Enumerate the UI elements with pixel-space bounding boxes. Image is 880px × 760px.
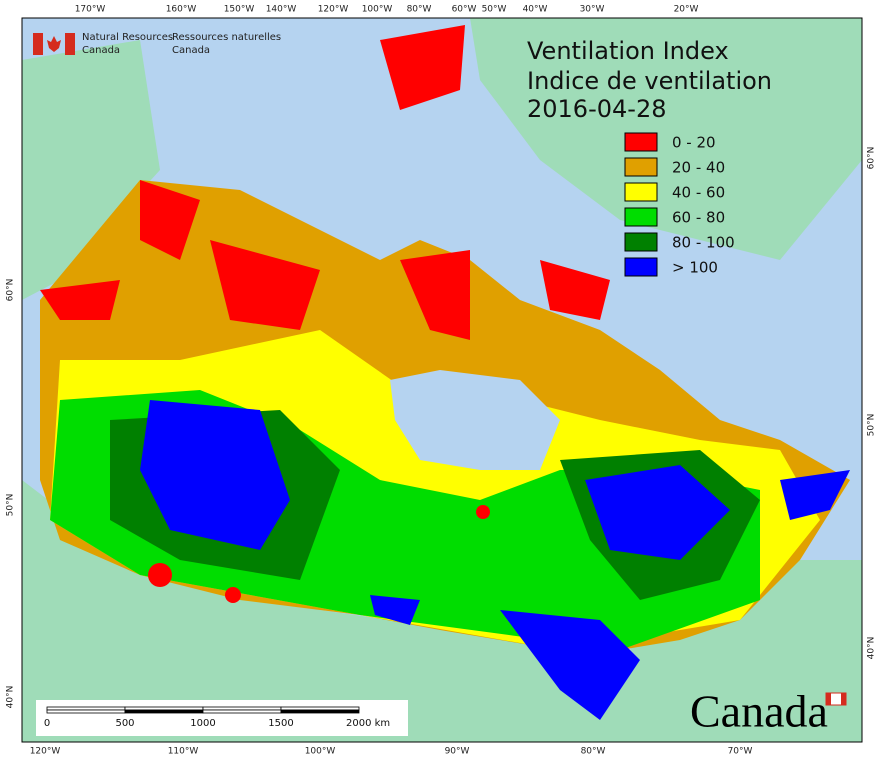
scale-label: 1500 bbox=[268, 718, 293, 729]
graticule-label: 50°W bbox=[482, 5, 507, 15]
legend-swatch bbox=[624, 232, 658, 252]
subtitle: Indice de ventilation bbox=[527, 67, 772, 95]
scale-segment bbox=[46, 709, 126, 714]
scale-segment bbox=[280, 709, 360, 714]
legend-label: > 100 bbox=[672, 259, 718, 277]
graticule-label: 160°W bbox=[166, 5, 197, 15]
graticule-label: 40°N bbox=[6, 686, 16, 709]
graticule-label: 70°W bbox=[728, 747, 753, 757]
graticule-label: 100°W bbox=[305, 747, 336, 757]
scale-segment bbox=[202, 706, 282, 711]
date: 2016-04-28 bbox=[527, 95, 666, 123]
scale-segment bbox=[124, 706, 204, 711]
scale-segment bbox=[46, 706, 126, 711]
graticule-label: 40°N bbox=[867, 637, 877, 660]
logo-en: Natural Resources bbox=[82, 32, 173, 43]
graticule-label: 120°W bbox=[318, 5, 349, 15]
scale-label: 2000 km bbox=[346, 718, 390, 729]
legend-swatch bbox=[624, 182, 658, 202]
land bbox=[22, 18, 862, 742]
graticule-label: 80°W bbox=[581, 747, 606, 757]
scale-label: 1000 bbox=[190, 718, 215, 729]
logo-fr: Canada bbox=[172, 45, 210, 56]
scale-segment bbox=[124, 709, 204, 714]
wordmark-flag bbox=[825, 692, 847, 706]
graticule-label: 20°W bbox=[674, 5, 699, 15]
scale-background bbox=[36, 700, 408, 736]
graticule-label: 110°W bbox=[168, 747, 199, 757]
scale-label: 0 bbox=[44, 718, 50, 729]
graticule-label: 60°N bbox=[867, 147, 877, 170]
graticule-label: 30°W bbox=[580, 5, 605, 15]
graticule-label: 60°N bbox=[6, 279, 16, 302]
graticule-label: 140°W bbox=[266, 5, 297, 15]
legend-swatch bbox=[624, 132, 658, 152]
title: Ventilation Index bbox=[527, 37, 729, 65]
legend-swatch bbox=[624, 207, 658, 227]
legend-label: 20 - 40 bbox=[672, 159, 725, 177]
scale-label: 500 bbox=[115, 718, 134, 729]
legend-label: 40 - 60 bbox=[672, 184, 725, 202]
legend-label: 60 - 80 bbox=[672, 209, 725, 227]
graticule-label: 150°W bbox=[224, 5, 255, 15]
logo-fr: Ressources naturelles bbox=[172, 32, 281, 43]
logo: Natural Resources Canada Ressources natu… bbox=[33, 32, 281, 56]
legend-label: 80 - 100 bbox=[672, 234, 735, 252]
legend-swatch bbox=[624, 157, 658, 177]
graticule-label: 170°W bbox=[75, 5, 106, 15]
map-frame bbox=[21, 17, 863, 743]
graticule-label: 120°W bbox=[30, 747, 61, 757]
graticule-label: 50°N bbox=[867, 414, 877, 437]
scale-bar: 0 500 1000 1500 2000 km bbox=[36, 700, 408, 736]
legend-label: 0 - 20 bbox=[672, 134, 716, 152]
graticule-label: 50°N bbox=[6, 494, 16, 517]
graticule-label: 80°W bbox=[407, 5, 432, 15]
logo-en: Canada bbox=[82, 45, 120, 56]
scale-segment bbox=[202, 709, 282, 714]
graticule-label: 90°W bbox=[445, 747, 470, 757]
wordmark: Canada bbox=[690, 686, 828, 737]
graticule-label: 60°W bbox=[452, 5, 477, 15]
legend-swatch bbox=[624, 257, 658, 277]
scale-segment bbox=[280, 706, 360, 711]
graticule-label: 40°W bbox=[523, 5, 548, 15]
graticule-label: 100°W bbox=[362, 5, 393, 15]
